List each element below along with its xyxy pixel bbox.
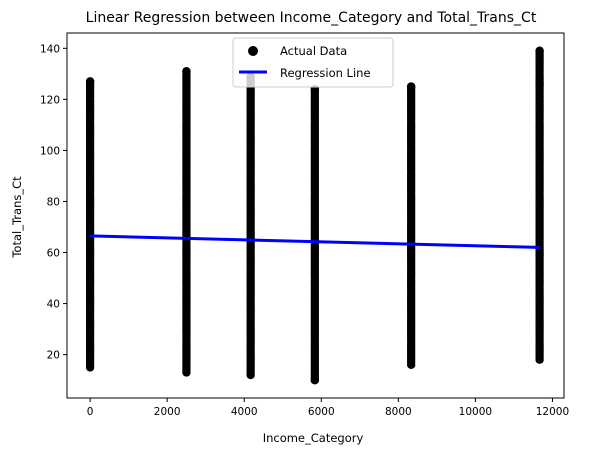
y-tick-label: 120 [40, 94, 60, 106]
plot-area-frame [66, 32, 565, 399]
x-axis-ticks: 0 2000 4000 6000 8000 10000 12000 [87, 398, 569, 418]
y-tick-label: 20 [47, 350, 60, 362]
legend-box [232, 37, 394, 88]
y-tick-label: 80 [47, 196, 60, 208]
x-axis-label: Income_Category [263, 431, 364, 445]
x-tick-label: 4000 [231, 406, 258, 418]
data-point [535, 79, 544, 89]
legend-marker-actual-data [248, 46, 258, 56]
chart-title: Linear Regression between Income_Categor… [86, 10, 537, 26]
regression-line [90, 234, 540, 249]
data-point [535, 46, 544, 56]
y-tick-label: 100 [40, 145, 60, 157]
x-tick-label: 6000 [308, 406, 335, 418]
y-tick-label: 140 [40, 43, 60, 55]
data-point [182, 67, 191, 76]
y-axis-ticks: 20 40 60 80 100 120 140 [40, 43, 67, 362]
legend: Actual Data Regression Line [232, 37, 394, 88]
y-axis-label: Total_Trans_Ct [10, 176, 24, 259]
x-tick-label: 2000 [154, 406, 181, 418]
legend-label-actual-data: Actual Data [280, 44, 347, 58]
x-tick-label: 10000 [459, 406, 492, 418]
x-tick-label: 0 [87, 406, 94, 418]
y-tick-label: 60 [47, 248, 60, 260]
legend-label-regression-line: Regression Line [280, 66, 371, 80]
x-tick-label: 8000 [385, 406, 412, 418]
data-point [85, 77, 95, 86]
y-tick-label: 40 [47, 299, 60, 311]
data-point [310, 375, 320, 385]
regression-layer [90, 234, 540, 249]
x-tick-label: 12000 [536, 406, 569, 418]
data-point [406, 82, 416, 91]
scatter-points [85, 46, 544, 385]
